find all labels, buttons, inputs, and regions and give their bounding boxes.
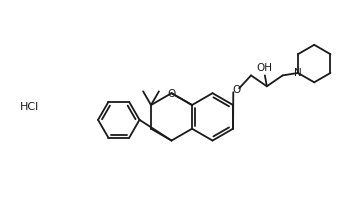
Text: O: O [232,85,240,95]
Text: N: N [294,68,302,78]
Text: HCl: HCl [20,102,39,112]
Text: O: O [168,89,176,99]
Text: OH: OH [257,63,273,73]
